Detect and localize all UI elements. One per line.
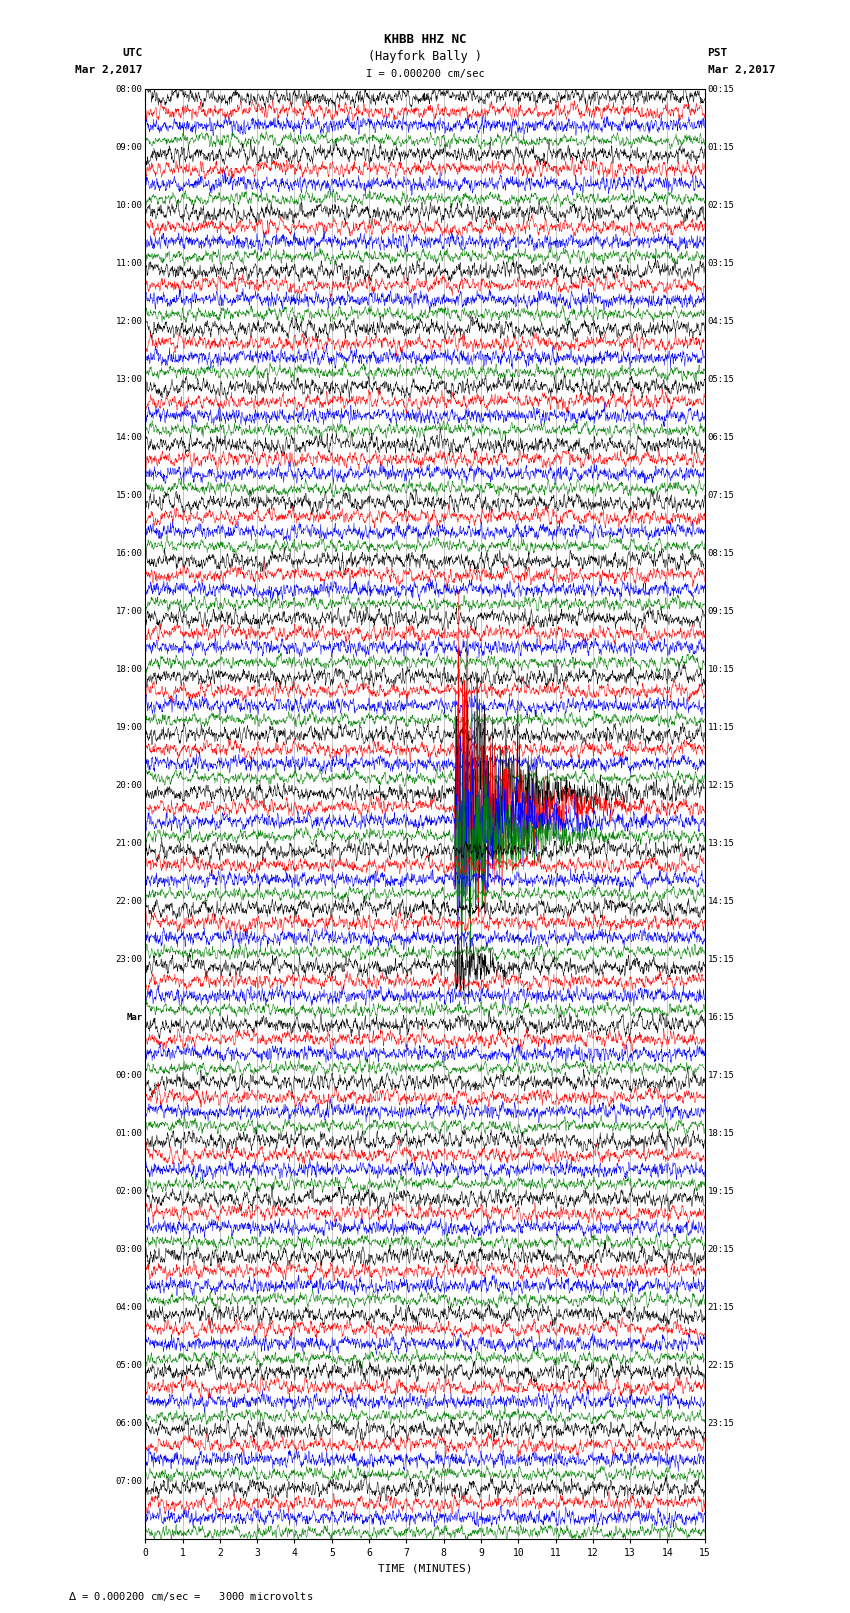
Text: 03:15: 03:15 — [707, 260, 734, 268]
Text: 04:15: 04:15 — [707, 316, 734, 326]
Text: 07:00: 07:00 — [116, 1478, 143, 1486]
Text: 12:00: 12:00 — [116, 316, 143, 326]
Text: 23:15: 23:15 — [707, 1419, 734, 1428]
Text: 21:00: 21:00 — [116, 839, 143, 848]
Text: 09:15: 09:15 — [707, 606, 734, 616]
Text: 18:15: 18:15 — [707, 1129, 734, 1137]
Text: 09:00: 09:00 — [116, 144, 143, 152]
Text: UTC: UTC — [122, 47, 143, 58]
Text: 00:15: 00:15 — [707, 85, 734, 94]
Text: 22:00: 22:00 — [116, 897, 143, 907]
Text: 08:15: 08:15 — [707, 548, 734, 558]
Text: 10:15: 10:15 — [707, 665, 734, 674]
Text: 12:15: 12:15 — [707, 781, 734, 790]
Text: 20:15: 20:15 — [707, 1245, 734, 1253]
Text: 06:15: 06:15 — [707, 432, 734, 442]
Text: 21:15: 21:15 — [707, 1303, 734, 1311]
Text: 05:00: 05:00 — [116, 1361, 143, 1369]
Text: 13:00: 13:00 — [116, 374, 143, 384]
Text: KHBB HHZ NC: KHBB HHZ NC — [383, 32, 467, 45]
Text: 06:00: 06:00 — [116, 1419, 143, 1428]
Text: 01:15: 01:15 — [707, 144, 734, 152]
Text: 03:00: 03:00 — [116, 1245, 143, 1253]
Text: 00:00: 00:00 — [116, 1071, 143, 1079]
Text: 15:15: 15:15 — [707, 955, 734, 965]
Text: 22:15: 22:15 — [707, 1361, 734, 1369]
Text: (Hayfork Bally ): (Hayfork Bally ) — [368, 50, 482, 63]
Text: 17:00: 17:00 — [116, 606, 143, 616]
Text: 11:00: 11:00 — [116, 260, 143, 268]
Text: 16:00: 16:00 — [116, 548, 143, 558]
Text: 13:15: 13:15 — [707, 839, 734, 848]
Text: 23:00: 23:00 — [116, 955, 143, 965]
Text: 05:15: 05:15 — [707, 374, 734, 384]
Text: 15:00: 15:00 — [116, 490, 143, 500]
Text: 20:00: 20:00 — [116, 781, 143, 790]
Text: I = 0.000200 cm/sec: I = 0.000200 cm/sec — [366, 69, 484, 79]
Text: Mar: Mar — [127, 1013, 143, 1021]
Text: 16:15: 16:15 — [707, 1013, 734, 1021]
Text: 04:00: 04:00 — [116, 1303, 143, 1311]
Text: 17:15: 17:15 — [707, 1071, 734, 1079]
Text: 02:15: 02:15 — [707, 202, 734, 210]
Text: Mar 2,2017: Mar 2,2017 — [707, 65, 775, 74]
Text: 19:00: 19:00 — [116, 723, 143, 732]
Text: $\Delta$ = 0.000200 cm/sec =   3000 microvolts: $\Delta$ = 0.000200 cm/sec = 3000 microv… — [68, 1590, 314, 1603]
Text: PST: PST — [707, 47, 728, 58]
Text: 10:00: 10:00 — [116, 202, 143, 210]
Text: 02:00: 02:00 — [116, 1187, 143, 1195]
Text: 01:00: 01:00 — [116, 1129, 143, 1137]
Text: 14:15: 14:15 — [707, 897, 734, 907]
Text: 08:00: 08:00 — [116, 85, 143, 94]
Text: 19:15: 19:15 — [707, 1187, 734, 1195]
X-axis label: TIME (MINUTES): TIME (MINUTES) — [377, 1565, 473, 1574]
Text: 11:15: 11:15 — [707, 723, 734, 732]
Text: 07:15: 07:15 — [707, 490, 734, 500]
Text: Mar 2,2017: Mar 2,2017 — [75, 65, 143, 74]
Text: 14:00: 14:00 — [116, 432, 143, 442]
Text: 18:00: 18:00 — [116, 665, 143, 674]
